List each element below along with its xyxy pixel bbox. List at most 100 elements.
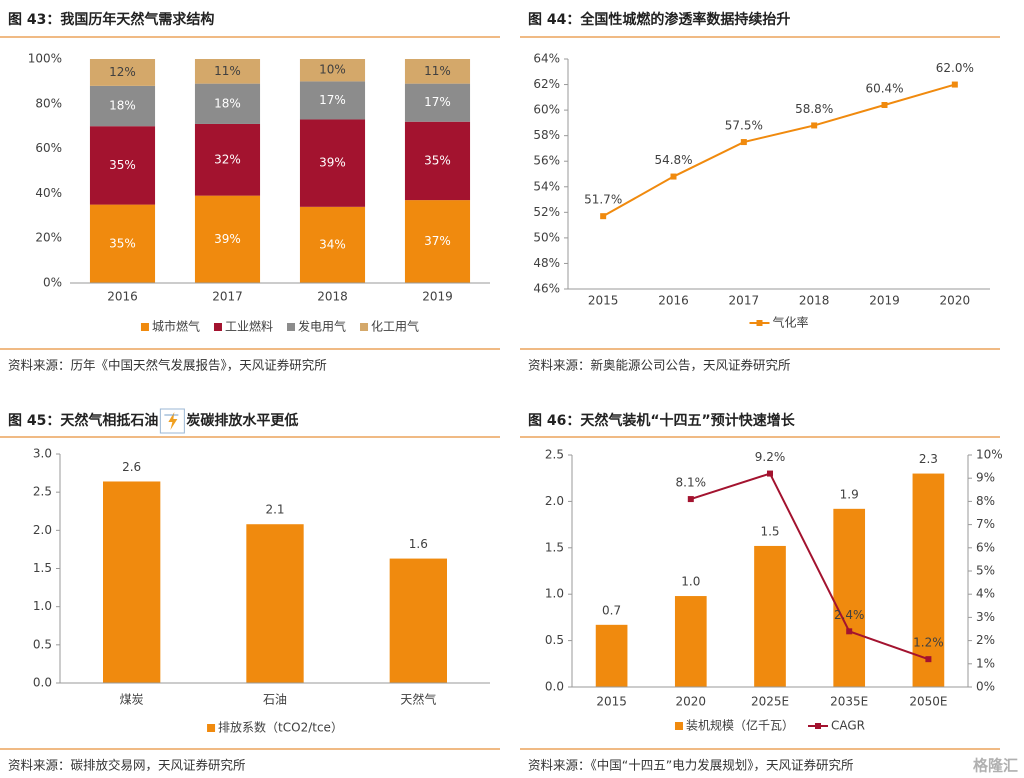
y-tick-label: 54% bbox=[533, 179, 560, 193]
y-tick-label: 48% bbox=[533, 256, 560, 270]
data-label: 1.9 bbox=[840, 487, 859, 501]
line-marker bbox=[740, 139, 747, 146]
x-tick-label: 天然气 bbox=[400, 692, 436, 707]
source-note: 资料来源：碳排放交易网，天风证券研究所 bbox=[8, 758, 246, 773]
legend-label: 城市燃气 bbox=[152, 319, 200, 334]
title-icon-bolt bbox=[168, 412, 178, 430]
y2-tick-label: 3% bbox=[976, 610, 995, 624]
data-label: 11% bbox=[214, 64, 241, 78]
legend-marker bbox=[207, 724, 216, 732]
y2-tick-label: 10% bbox=[976, 448, 1003, 462]
y-tick-label: 0.0 bbox=[545, 680, 564, 694]
legend: 装机规模（亿千瓦） CAGR bbox=[674, 718, 865, 733]
chart-panel: 图 44：全国性城燃的渗透率数据持续抬升资料来源：新奥能源公司公告，天风证券研究… bbox=[520, 11, 1000, 373]
data-label: 39% bbox=[319, 156, 346, 170]
data-label: 1.6 bbox=[409, 537, 428, 551]
x-tick-label: 2018 bbox=[799, 294, 830, 308]
y-tick-label: 0.0 bbox=[33, 676, 52, 690]
line-marker bbox=[881, 102, 888, 108]
x-tick-label: 2016 bbox=[107, 290, 138, 304]
y-tick-label: 40% bbox=[35, 186, 62, 200]
y-tick-label: 52% bbox=[533, 205, 560, 219]
x-tick-label: 2018 bbox=[317, 290, 348, 304]
legend-marker bbox=[213, 323, 222, 331]
legend: 排放系数（tCO2/tce） bbox=[207, 720, 343, 735]
data-label: 0.7 bbox=[602, 603, 621, 617]
data-label: 35% bbox=[424, 153, 451, 167]
line-series bbox=[602, 83, 956, 218]
legend-marker bbox=[674, 722, 683, 730]
bar-segment bbox=[89, 59, 156, 86]
x-tick-label: 煤炭 bbox=[120, 693, 144, 707]
y2-tick-label: 2% bbox=[976, 633, 995, 647]
chart-title: 图 44：全国性城燃的渗透率数据持续抬升 bbox=[528, 11, 790, 28]
data-label: 2.1 bbox=[265, 503, 284, 517]
bar-segment bbox=[299, 81, 366, 120]
line-marker bbox=[925, 656, 932, 663]
legend-marker bbox=[140, 323, 149, 331]
bar bbox=[103, 481, 161, 683]
line-marker bbox=[687, 496, 694, 503]
legend-label: CAGR bbox=[831, 719, 865, 733]
y2-tick-label: 6% bbox=[976, 540, 995, 554]
y-tick-label: 60% bbox=[533, 103, 560, 117]
y-tick-label: 1.5 bbox=[545, 540, 564, 554]
x-tick-label: 2050E bbox=[909, 695, 947, 709]
x-tick-label: 2019 bbox=[869, 294, 900, 308]
data-label: 57.5% bbox=[725, 119, 763, 133]
legend-marker bbox=[360, 323, 369, 331]
data-label: 1.0 bbox=[681, 575, 700, 589]
watermark: 格隆汇 bbox=[973, 757, 1018, 775]
legend-label: 排放系数（tCO2/tce） bbox=[218, 720, 343, 735]
bar bbox=[246, 524, 304, 683]
bar-segment bbox=[194, 123, 261, 196]
data-label: 17% bbox=[319, 93, 346, 107]
y2-tick-label: 8% bbox=[976, 494, 995, 508]
y-tick-label: 2.0 bbox=[545, 494, 564, 508]
bar-segment bbox=[89, 85, 156, 127]
bar-segment bbox=[404, 83, 471, 122]
data-label: 12% bbox=[109, 65, 136, 79]
y-tick-label: 64% bbox=[533, 52, 560, 66]
x-tick-label: 2035E bbox=[830, 695, 868, 709]
data-label: 9.2% bbox=[755, 450, 786, 464]
data-label: 62.0% bbox=[936, 61, 974, 75]
bar-segment bbox=[194, 195, 261, 283]
legend-label: 装机规模（亿千瓦） bbox=[686, 718, 794, 733]
legend-marker bbox=[287, 323, 295, 331]
chart-panel: 图 46：天然气装机“十四五”预计快速增长资料来源：《中国“十四五”电力发展规划… bbox=[520, 412, 1003, 773]
y-tick-label: 1.5 bbox=[33, 561, 52, 575]
data-label: 37% bbox=[424, 234, 451, 248]
x-tick-label: 2017 bbox=[212, 290, 243, 304]
bar-segment bbox=[89, 204, 156, 283]
y2-tick-label: 7% bbox=[976, 517, 995, 531]
chart-panel: 图 43：我国历年天然气需求结构资料来源：历年《中国天然气发展报告》，天风证券研… bbox=[0, 11, 500, 373]
data-label: 51.7% bbox=[584, 193, 622, 207]
bar-segment bbox=[89, 126, 156, 205]
chart-title: 图 46：天然气装机“十四五”预计快速增长 bbox=[528, 412, 796, 429]
legend: 城市燃气 工业燃料 发电用气 化工用气 bbox=[140, 319, 419, 334]
chart-title: 图 43：我国历年天然气需求结构 bbox=[8, 11, 214, 28]
y-tick-label: 46% bbox=[533, 282, 560, 296]
line-marker bbox=[951, 81, 958, 88]
line-marker bbox=[846, 628, 853, 635]
y-tick-label: 20% bbox=[35, 231, 62, 245]
bar bbox=[389, 558, 447, 683]
y2-tick-label: 9% bbox=[976, 471, 995, 485]
y-tick-label: 62% bbox=[533, 77, 560, 91]
data-label: 17% bbox=[424, 95, 451, 109]
data-label: 58.8% bbox=[795, 102, 833, 116]
bar bbox=[833, 508, 866, 687]
data-label: 2.3 bbox=[919, 452, 938, 466]
x-tick-label: 石油 bbox=[263, 693, 287, 707]
bar-segment bbox=[194, 83, 261, 124]
y-tick-label: 0% bbox=[43, 276, 62, 290]
data-label: 2.4% bbox=[834, 608, 865, 622]
legend-label: 发电用气 bbox=[298, 319, 346, 334]
source-note: 资料来源：历年《中国天然气发展报告》，天风证券研究所 bbox=[8, 358, 327, 373]
y-tick-label: 60% bbox=[35, 141, 62, 155]
data-label: 39% bbox=[214, 232, 241, 246]
bar-segment bbox=[404, 121, 471, 201]
y-tick-label: 3.0 bbox=[33, 447, 52, 461]
